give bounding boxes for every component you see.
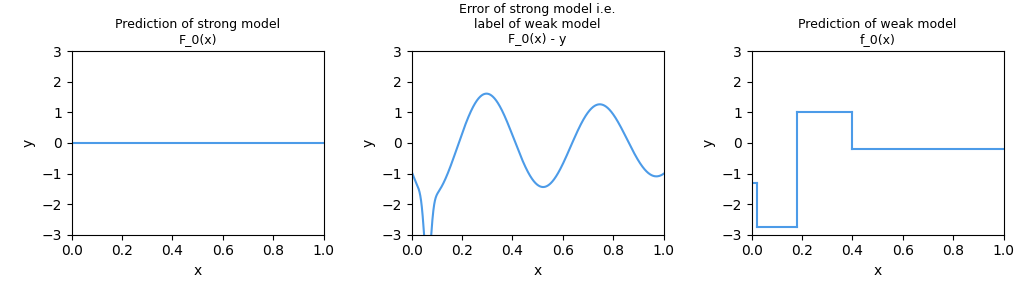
Title: Prediction of strong model
F_0(x): Prediction of strong model F_0(x) [115, 18, 281, 46]
X-axis label: x: x [873, 264, 882, 278]
Title: Prediction of weak model
f_0(x): Prediction of weak model f_0(x) [799, 18, 956, 46]
X-axis label: x: x [194, 264, 202, 278]
X-axis label: x: x [534, 264, 542, 278]
Title: Error of strong model i.e.
label of weak model
F_0(x) - y: Error of strong model i.e. label of weak… [460, 3, 615, 46]
Y-axis label: y: y [701, 139, 716, 147]
Y-axis label: y: y [361, 139, 376, 147]
Y-axis label: y: y [22, 139, 36, 147]
